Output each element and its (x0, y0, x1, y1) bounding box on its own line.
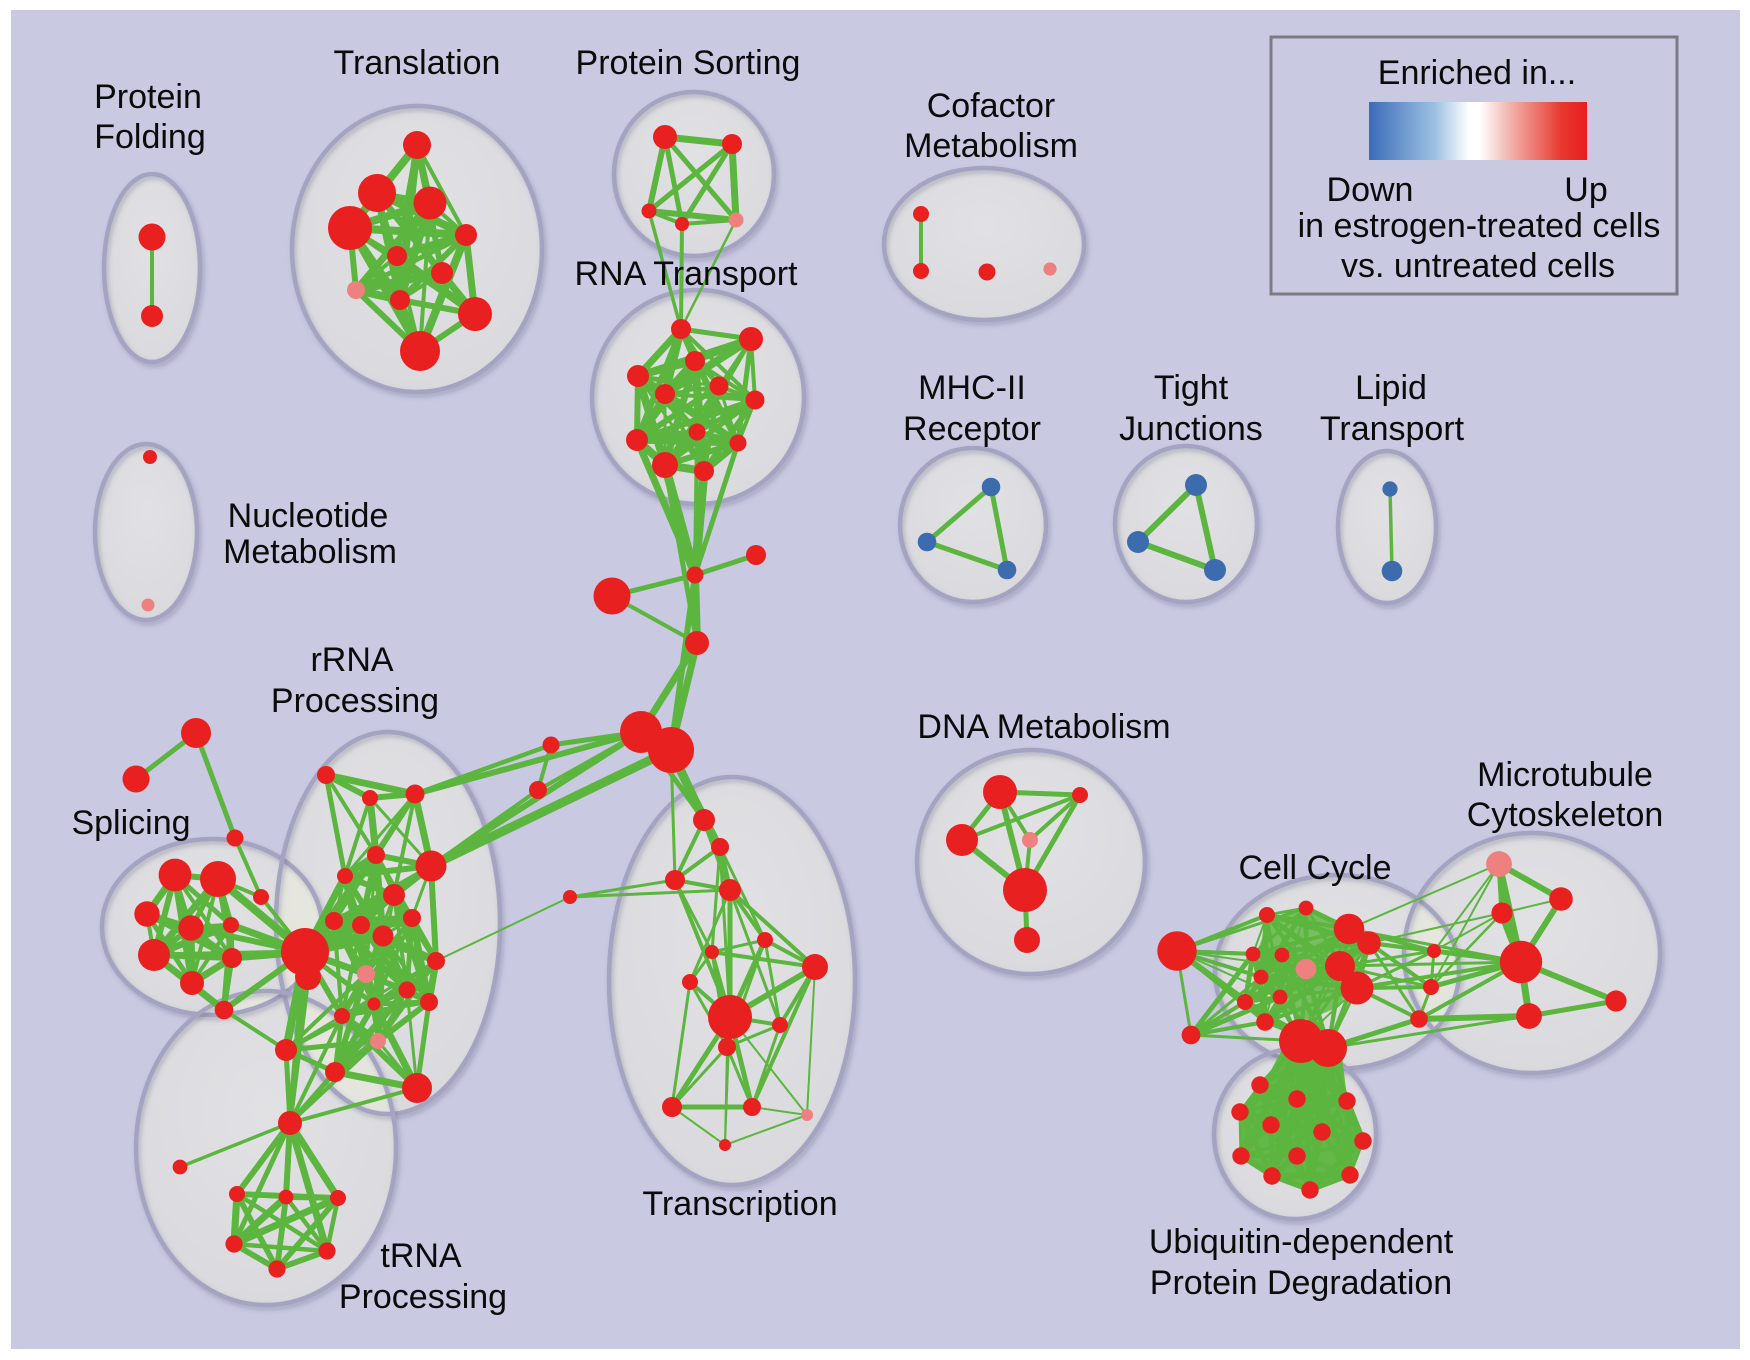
svg-text:Protein Degradation: Protein Degradation (1150, 1264, 1452, 1302)
svg-text:Protein: Protein (94, 78, 202, 116)
svg-text:DNA Metabolism: DNA Metabolism (917, 708, 1170, 746)
svg-text:Processing: Processing (339, 1278, 507, 1316)
svg-text:Receptor: Receptor (903, 410, 1041, 448)
svg-text:Lipid: Lipid (1355, 369, 1427, 407)
svg-text:vs. untreated cells: vs. untreated cells (1341, 247, 1615, 285)
svg-text:Folding: Folding (94, 118, 206, 156)
svg-text:Enriched in...: Enriched in... (1378, 54, 1576, 92)
svg-text:Transcription: Transcription (642, 1185, 837, 1223)
svg-text:RNA Transport: RNA Transport (575, 255, 799, 293)
svg-text:Tight: Tight (1154, 369, 1229, 407)
svg-text:Nucleotide: Nucleotide (228, 497, 389, 535)
svg-text:rRNA: rRNA (310, 641, 393, 679)
svg-text:Transport: Transport (1320, 410, 1465, 448)
svg-text:Cofactor: Cofactor (927, 87, 1056, 125)
svg-text:in estrogen-treated cells: in estrogen-treated cells (1298, 207, 1661, 245)
svg-text:Cytoskeleton: Cytoskeleton (1467, 796, 1664, 834)
svg-text:Splicing: Splicing (71, 804, 190, 842)
svg-text:Translation: Translation (334, 44, 501, 82)
svg-text:Down: Down (1327, 171, 1414, 209)
svg-text:MHC-II: MHC-II (918, 369, 1026, 407)
svg-text:Processing: Processing (271, 682, 439, 720)
svg-text:tRNA: tRNA (380, 1237, 462, 1275)
svg-text:Metabolism: Metabolism (223, 533, 397, 571)
svg-text:Protein Sorting: Protein Sorting (576, 44, 801, 82)
svg-text:Junctions: Junctions (1119, 410, 1263, 448)
svg-text:Cell Cycle: Cell Cycle (1238, 849, 1391, 887)
svg-text:Metabolism: Metabolism (904, 127, 1078, 165)
svg-text:Up: Up (1564, 171, 1607, 209)
svg-text:Ubiquitin-dependent: Ubiquitin-dependent (1149, 1223, 1454, 1261)
svg-text:Microtubule: Microtubule (1477, 756, 1653, 794)
